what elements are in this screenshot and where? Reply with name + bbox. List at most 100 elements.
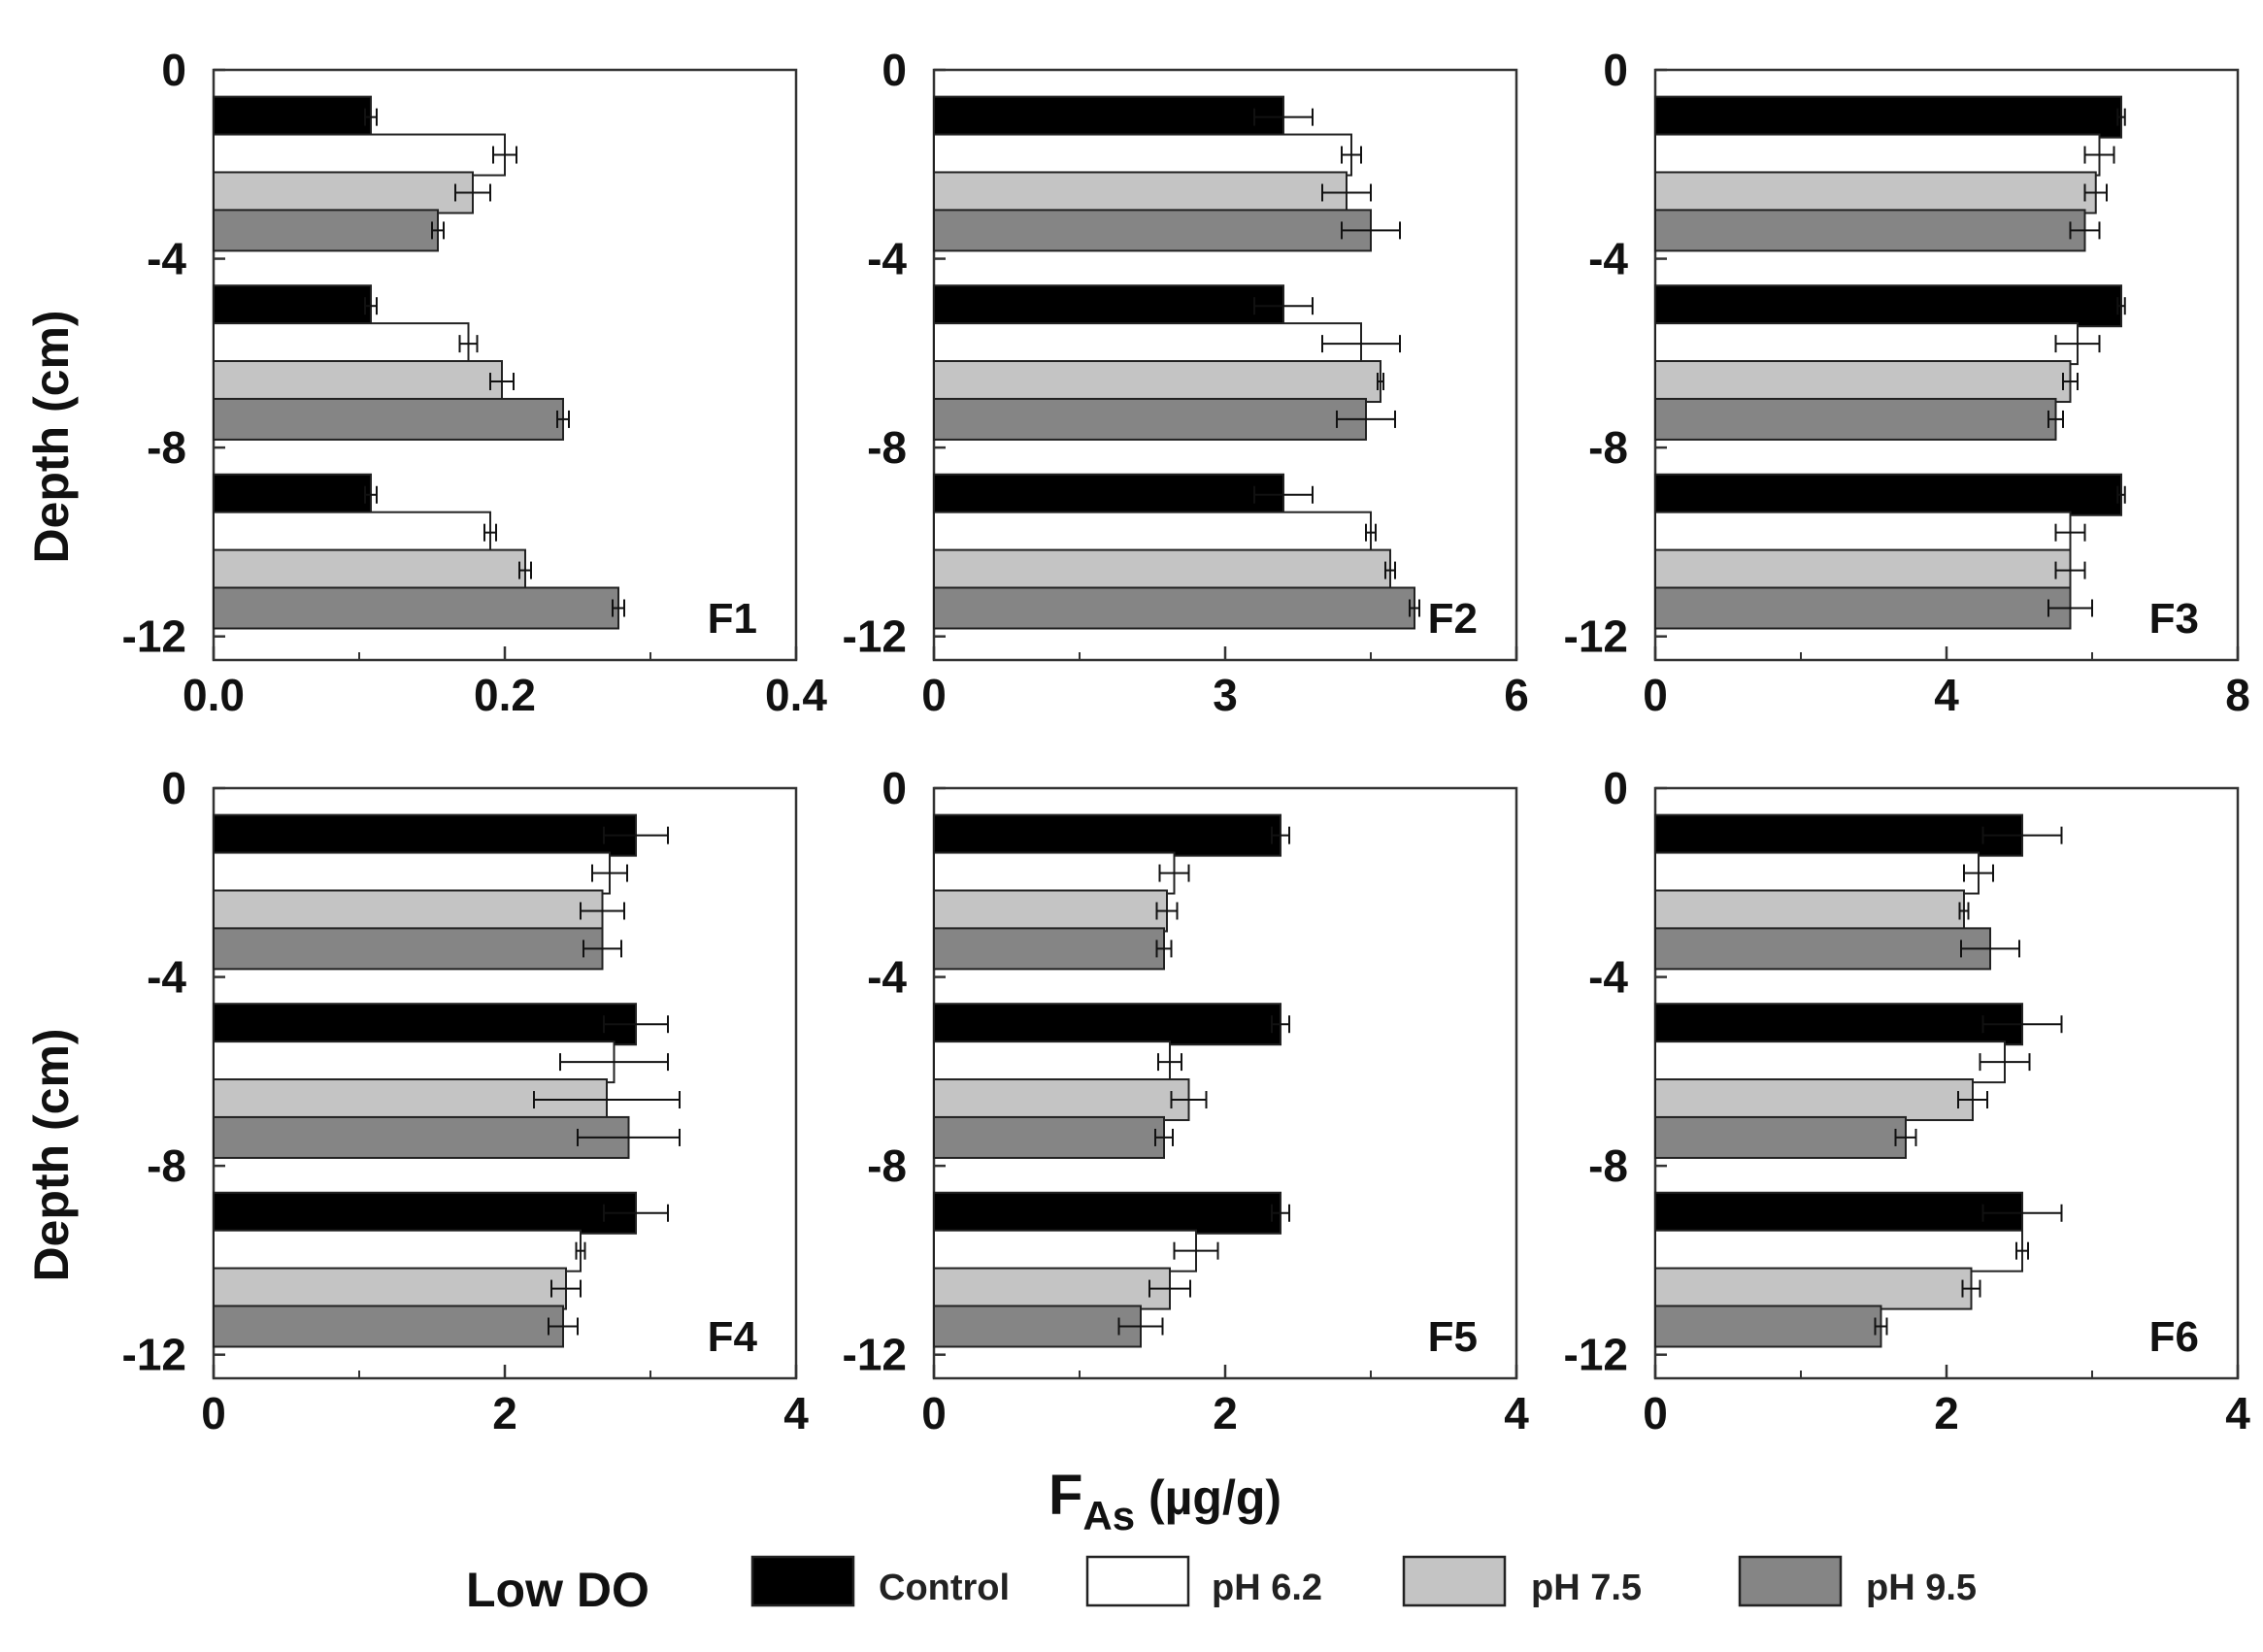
error-bar-f3-ph-6-2 [2083,146,2115,164]
bar-f2-ph-7-5 [933,171,1348,215]
y-tick-label-f1: -12 [122,611,186,662]
bar-f5-ph-6-2 [933,1041,1171,1084]
error-bar-f4-ph-6-2 [575,1241,586,1260]
y-tick-label-f1: 0 [161,45,186,95]
error-bar-f1-ph-7-5 [518,561,532,579]
error-bar-f1-ph-6-2 [492,146,517,164]
bar-f5-control [933,1191,1281,1235]
bar-f3-ph-6-2 [1654,322,2079,366]
bar-f6-ph-6-2 [1654,851,1980,895]
error-bar-f1-ph-7-5 [489,373,515,391]
error-bar-f2-ph-7-5 [1377,373,1384,391]
bar-f2-ph-6-2 [933,511,1372,554]
x-tick-label-f6: 0 [1643,1388,1668,1438]
bar-f4-control [213,1003,637,1046]
error-bar-f2-ph-9-5 [1336,410,1396,428]
error-bar-f1-ph-6-2 [458,335,479,353]
error-bar-f5-ph-6-2 [1158,864,1190,882]
error-bar-f1-ph-9-5 [556,410,570,428]
panel-f3: 0 4 8 0 -4 -8 -12 F3 [1564,45,2250,720]
error-bar-f6-control [1981,826,2063,844]
bar-f2-ph-6-2 [933,133,1352,177]
error-bar-f4-ph-7-5 [533,1091,681,1109]
y-tick-label-f5: -4 [867,952,907,1003]
error-bar-f5-ph-9-5 [1117,1317,1164,1336]
bar-f3-ph-7-5 [1654,548,2072,592]
error-bar-f5-control [1271,1015,1290,1034]
x-tick-label-f3: 8 [2225,670,2250,720]
y-tick-label-f3: -4 [1588,234,1628,284]
error-bar-f6-ph-7-5 [1961,1279,1981,1298]
error-bar-f1-control [364,108,378,126]
bar-f4-control [213,1191,637,1235]
error-bar-f5-ph-6-2 [1157,1053,1182,1072]
bar-f5-control [933,1003,1281,1046]
y-tick-label-f4: -8 [147,1140,186,1191]
x-tick-label-f1: 0.4 [765,670,827,720]
legend-title: Low DO [466,1563,649,1617]
error-bar-f6-ph-6-2 [1963,864,1994,882]
bar-f1-ph-6-2 [213,511,491,554]
bar-f1-ph-9-5 [213,209,439,252]
error-bar-f4-ph-9-5 [577,1128,681,1146]
error-bar-f6-ph-9-5 [1960,940,2020,958]
bar-f3-ph-9-5 [1654,209,2086,252]
error-bar-f5-ph-9-5 [1155,940,1173,958]
x-tick-label-f4: 4 [783,1388,809,1438]
bar-f6-ph-9-5 [1654,1115,1907,1159]
error-bar-f2-ph-7-5 [1321,183,1372,202]
error-bar-f2-ph-6-2 [1341,146,1362,164]
error-bar-f3-ph-6-2 [2054,335,2101,353]
error-bar-f5-ph-6-2 [1173,1241,1219,1260]
error-bar-f2-control [1253,297,1314,315]
y-tick-label-f4: -4 [147,952,186,1003]
error-bar-f1-control [364,485,378,504]
y-tick-label-f5: -8 [867,1140,907,1191]
bar-f6-ph-7-5 [1654,1078,1974,1122]
legend-swatch-ph-9-5 [1738,1555,1843,1607]
error-bar-f1-ph-9-5 [431,221,445,240]
error-bar-f4-control [603,826,669,844]
bar-f6-ph-7-5 [1654,889,1965,933]
error-bar-f4-ph-7-5 [580,902,625,920]
bar-f4-ph-6-2 [213,1229,582,1272]
error-bar-f6-ph-9-5 [1894,1128,1917,1146]
bar-f4-ph-7-5 [213,889,604,933]
error-bar-f5-ph-7-5 [1155,902,1179,920]
x-tick-label-f1: 0.0 [183,670,245,720]
x-tick-label-f4: 2 [492,1388,517,1438]
bar-f6-control [1654,1003,2023,1046]
bar-f4-ph-7-5 [213,1267,567,1310]
legend-label-ph-9-5: pH 9.5 [1866,1568,1977,1608]
bar-f6-control [1654,813,2023,857]
bar-f1-control [213,95,372,139]
error-bar-f4-control [603,1015,669,1034]
bar-f1-ph-9-5 [213,586,619,630]
bar-f6-ph-6-2 [1654,1041,2006,1084]
x-axis-title-sub: As [1082,1493,1135,1538]
legend-swatch-ph-6-2 [1085,1555,1190,1607]
bar-f3-control [1654,473,2122,516]
x-tick-label-f5: 4 [1504,1388,1529,1438]
bar-f3-ph-9-5 [1654,586,2072,630]
x-tick-label-f2: 3 [1213,670,1238,720]
y-tick-label-f1: -8 [147,422,186,473]
error-bar-f4-ph-6-2 [591,864,628,882]
bar-f3-ph-9-5 [1654,397,2057,441]
bar-f1-control [213,284,372,328]
y-axis-title-bottom: Depth (cm) [24,1028,79,1281]
legend-label-ph-6-2: pH 6.2 [1212,1568,1322,1608]
bar-f6-ph-9-5 [1654,1305,1882,1348]
error-bar-f6-ph-7-5 [1958,902,1970,920]
y-tick-label-f3: -12 [1564,611,1628,662]
error-bar-f2-ph-6-2 [1365,523,1377,542]
bar-f1-ph-7-5 [213,171,474,215]
x-tick-label-f5: 0 [921,1388,947,1438]
y-tick-label-f5: 0 [882,763,907,813]
error-bar-f6-ph-9-5 [1874,1317,1888,1336]
y-tick-label-f4: -12 [122,1330,186,1380]
x-tick-label-f3: 0 [1643,670,1668,720]
bar-f1-control [213,473,372,516]
bar-f3-ph-7-5 [1654,360,2072,404]
y-tick-label-f6: -8 [1588,1140,1628,1191]
